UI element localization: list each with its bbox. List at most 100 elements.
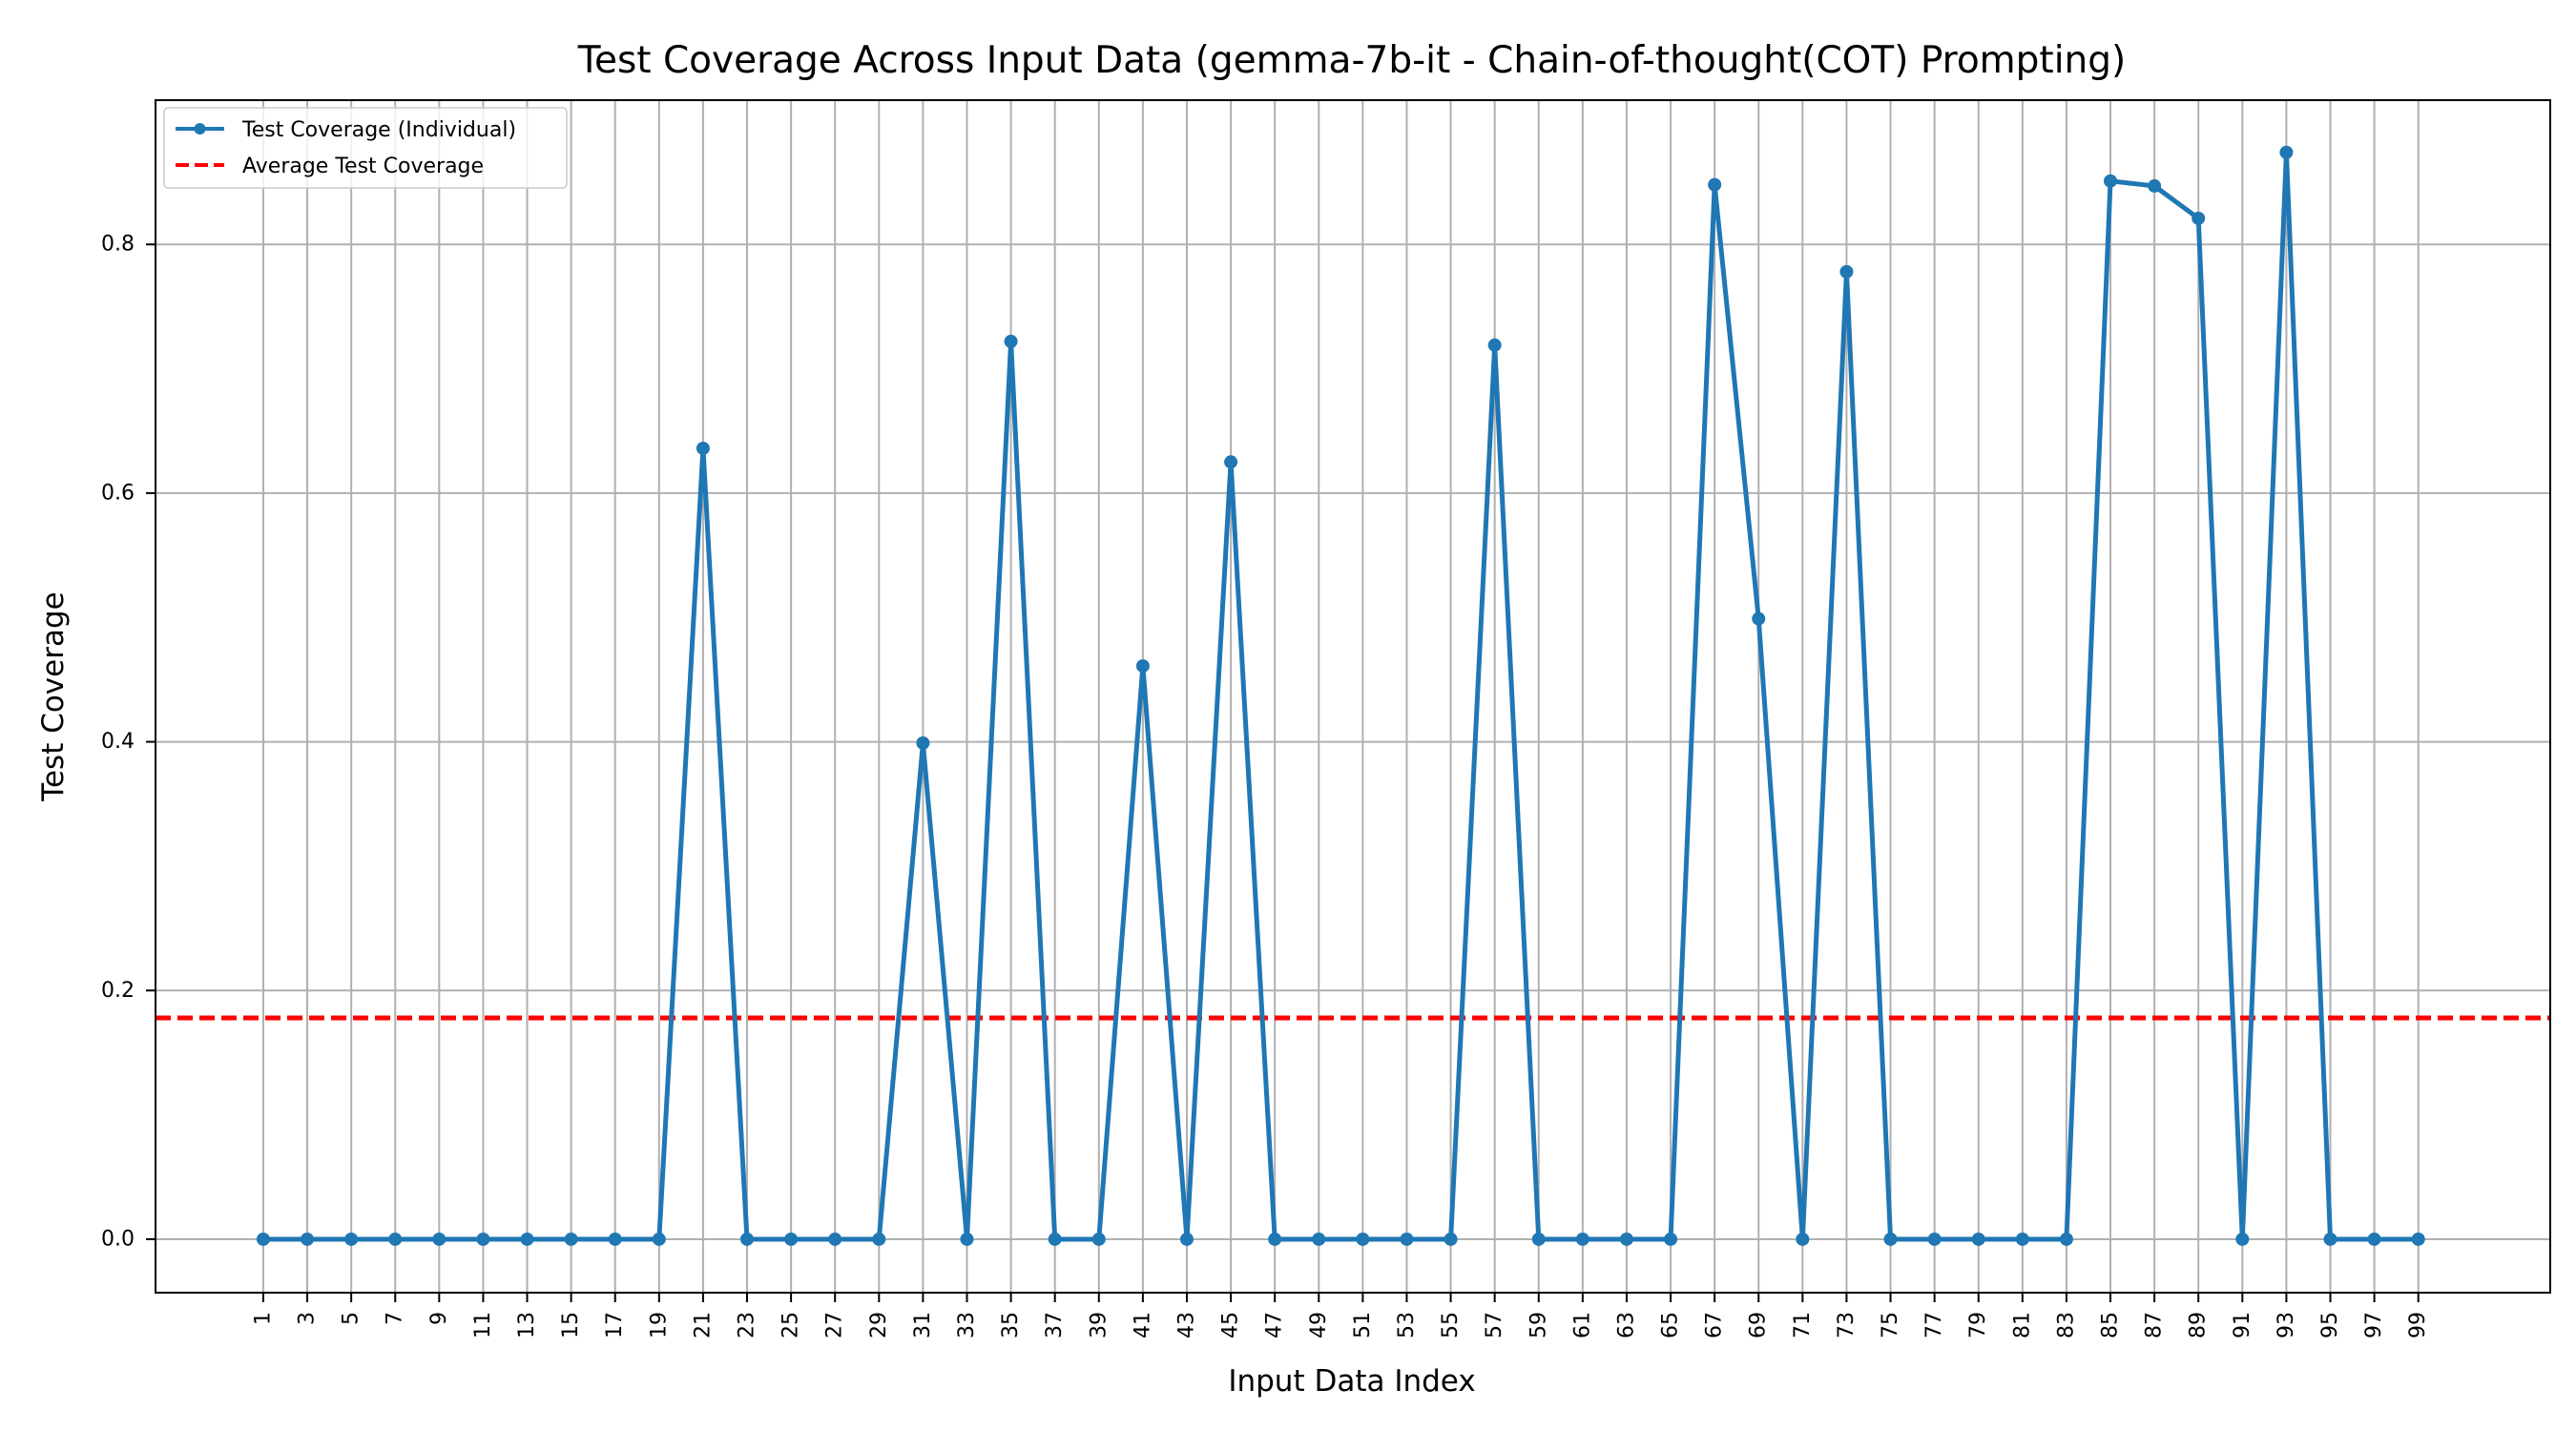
- data-point: [2279, 145, 2294, 159]
- data-point: [1752, 612, 1766, 626]
- data-point: [1531, 1232, 1546, 1246]
- x-tick-label: 53: [1395, 1312, 1419, 1338]
- legend-box: [163, 107, 568, 189]
- data-point: [1487, 338, 1502, 352]
- chart-title: Test Coverage Across Input Data (gemma-7…: [577, 39, 2127, 82]
- data-point: [344, 1232, 359, 1246]
- x-tick-label: 71: [1791, 1312, 1815, 1338]
- x-tick-label: 7: [384, 1312, 407, 1325]
- x-tick-label: 35: [999, 1312, 1023, 1338]
- data-point: [2059, 1232, 2073, 1246]
- x-tick-label: 49: [1307, 1312, 1331, 1338]
- x-tick-label: 83: [2054, 1312, 2078, 1338]
- data-point: [1883, 1232, 1898, 1246]
- plot-frame: [155, 99, 2551, 1294]
- data-point: [1708, 177, 1722, 192]
- data-point: [1839, 264, 1854, 279]
- data-point: [256, 1232, 270, 1246]
- x-tick-label: 79: [1966, 1312, 1990, 1338]
- data-point: [520, 1232, 534, 1246]
- legend-marker-individual: [194, 123, 206, 135]
- x-tick-label: 67: [1703, 1312, 1727, 1338]
- y-axis: 0.0 0.2 0.4 0.6 0.8: [101, 233, 156, 1251]
- data-point: [2235, 1232, 2250, 1246]
- data-point: [476, 1232, 490, 1246]
- y-tick-label: 0.0: [101, 1227, 135, 1251]
- data-point: [608, 1232, 622, 1246]
- x-tick-label: 73: [1835, 1312, 1859, 1338]
- x-tick-label: 91: [2231, 1312, 2254, 1338]
- x-tick-label: 33: [955, 1312, 979, 1338]
- x-tick-label: 27: [823, 1312, 847, 1338]
- legend-label-individual: Test Coverage (Individual): [241, 118, 516, 142]
- series-line: [262, 150, 2419, 1242]
- x-tick-label: 59: [1527, 1312, 1550, 1338]
- data-point: [388, 1232, 403, 1246]
- data-point: [1575, 1232, 1589, 1246]
- data-point: [1135, 659, 1150, 674]
- data-point: [916, 736, 930, 750]
- x-tick-label: 29: [867, 1312, 891, 1338]
- data-point: [432, 1232, 447, 1246]
- x-tick-label: 23: [736, 1312, 759, 1338]
- x-tick-label: 21: [691, 1312, 715, 1338]
- legend-label-average: Average Test Coverage: [242, 155, 484, 178]
- data-point: [1004, 334, 1018, 348]
- x-tick-label: 13: [515, 1312, 539, 1338]
- data-point: [696, 441, 710, 455]
- x-tick-label: 69: [1747, 1312, 1771, 1338]
- x-tick-label: 11: [471, 1312, 495, 1338]
- x-tick-label: 65: [1659, 1312, 1683, 1338]
- y-axis-label: Test Coverage: [36, 591, 71, 801]
- data-point: [740, 1232, 755, 1246]
- x-tick-label: 55: [1439, 1312, 1463, 1338]
- data-point: [1312, 1232, 1326, 1246]
- x-tick-label: 61: [1570, 1312, 1594, 1338]
- data-point: [1444, 1232, 1458, 1246]
- x-tick-label: 3: [296, 1312, 320, 1325]
- data-point: [1268, 1232, 1282, 1246]
- data-point: [2367, 1232, 2381, 1246]
- data-point: [2015, 1232, 2029, 1246]
- y-tick-label: 0.2: [101, 979, 135, 1003]
- data-point: [1224, 455, 1238, 469]
- data-point: [652, 1232, 666, 1246]
- data-point: [2411, 1232, 2425, 1246]
- data-point: [1048, 1232, 1062, 1246]
- x-axis-label: Input Data Index: [1228, 1364, 1475, 1399]
- x-tick-label: 41: [1131, 1312, 1154, 1338]
- x-tick-label: 5: [340, 1312, 364, 1325]
- x-tick-label: 39: [1087, 1312, 1111, 1338]
- x-tick-label: 9: [427, 1312, 451, 1325]
- y-tick-label: 0.8: [101, 233, 135, 257]
- x-tick-label: 93: [2275, 1312, 2298, 1338]
- data-point: [1664, 1232, 1678, 1246]
- data-point: [1927, 1232, 1942, 1246]
- x-tick-label: 47: [1263, 1312, 1287, 1338]
- x-tick-label: 25: [779, 1312, 803, 1338]
- x-tick-label: 97: [2362, 1312, 2386, 1338]
- data-point: [2192, 211, 2206, 225]
- x-tick-label: 57: [1483, 1312, 1506, 1338]
- x-tick-label: 51: [1351, 1312, 1375, 1338]
- data-point: [301, 1232, 315, 1246]
- data-point: [1356, 1232, 1370, 1246]
- x-tick-label: 95: [2318, 1312, 2342, 1338]
- x-tick-label: 87: [2143, 1312, 2167, 1338]
- x-tick-label: 17: [603, 1312, 627, 1338]
- data-point: [784, 1232, 799, 1246]
- x-tick-label: 31: [911, 1312, 935, 1338]
- data-point: [960, 1232, 974, 1246]
- data-point: [1400, 1232, 1414, 1246]
- x-tick-label: 15: [559, 1312, 583, 1338]
- y-tick-label: 0.4: [101, 730, 135, 754]
- data-point: [1971, 1232, 1985, 1246]
- x-tick-label: 19: [647, 1312, 671, 1338]
- x-tick-label: 45: [1219, 1312, 1243, 1338]
- x-tick-label: 43: [1174, 1312, 1198, 1338]
- y-tick-label: 0.6: [101, 481, 135, 505]
- x-tick-label: 99: [2406, 1312, 2430, 1338]
- data-point: [2323, 1232, 2337, 1246]
- data-point: [1796, 1232, 1810, 1246]
